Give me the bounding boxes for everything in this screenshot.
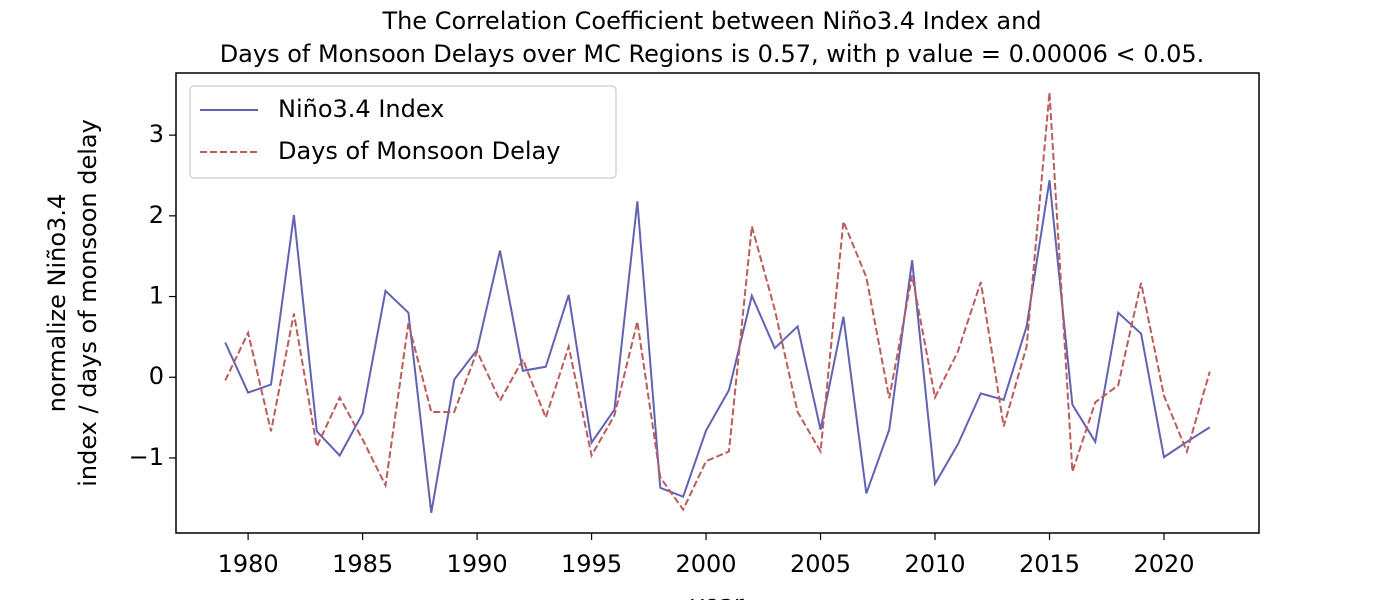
y-tick-label: 1 — [149, 282, 164, 310]
x-tick-label: 2020 — [1133, 550, 1194, 578]
x-tick-label: 1990 — [447, 550, 508, 578]
series-line — [224, 180, 1211, 513]
legend-label: Days of Monsoon Delay — [278, 137, 560, 165]
series-line — [224, 92, 1211, 512]
legend-box — [189, 85, 617, 179]
chart-title: Days of Monsoon Delays over MC Regions i… — [220, 40, 1205, 68]
chart-title: The Correlation Coefficient between Niño… — [381, 7, 1041, 35]
x-tick-label: 1980 — [218, 550, 279, 578]
x-tick-label: 2015 — [1019, 550, 1080, 578]
x-tick-label: 2010 — [904, 550, 965, 578]
y-tick-label: 3 — [149, 120, 164, 148]
legend-label: Niño3.4 Index — [278, 95, 444, 123]
y-tick-label: 0 — [149, 362, 164, 390]
y-tick-label: 2 — [149, 201, 164, 229]
y-axis-label: index / days of monsoon delay — [74, 119, 102, 487]
plot-frame — [175, 72, 1260, 534]
y-axis-label: normalize Niño3.4 — [43, 194, 71, 412]
x-tick-label: 1985 — [332, 550, 393, 578]
x-tick-label: 2000 — [676, 550, 737, 578]
y-tick-label: −1 — [129, 443, 164, 471]
x-axis-label: year — [690, 590, 744, 600]
x-tick-label: 2005 — [790, 550, 851, 578]
x-tick-label: 1995 — [561, 550, 622, 578]
